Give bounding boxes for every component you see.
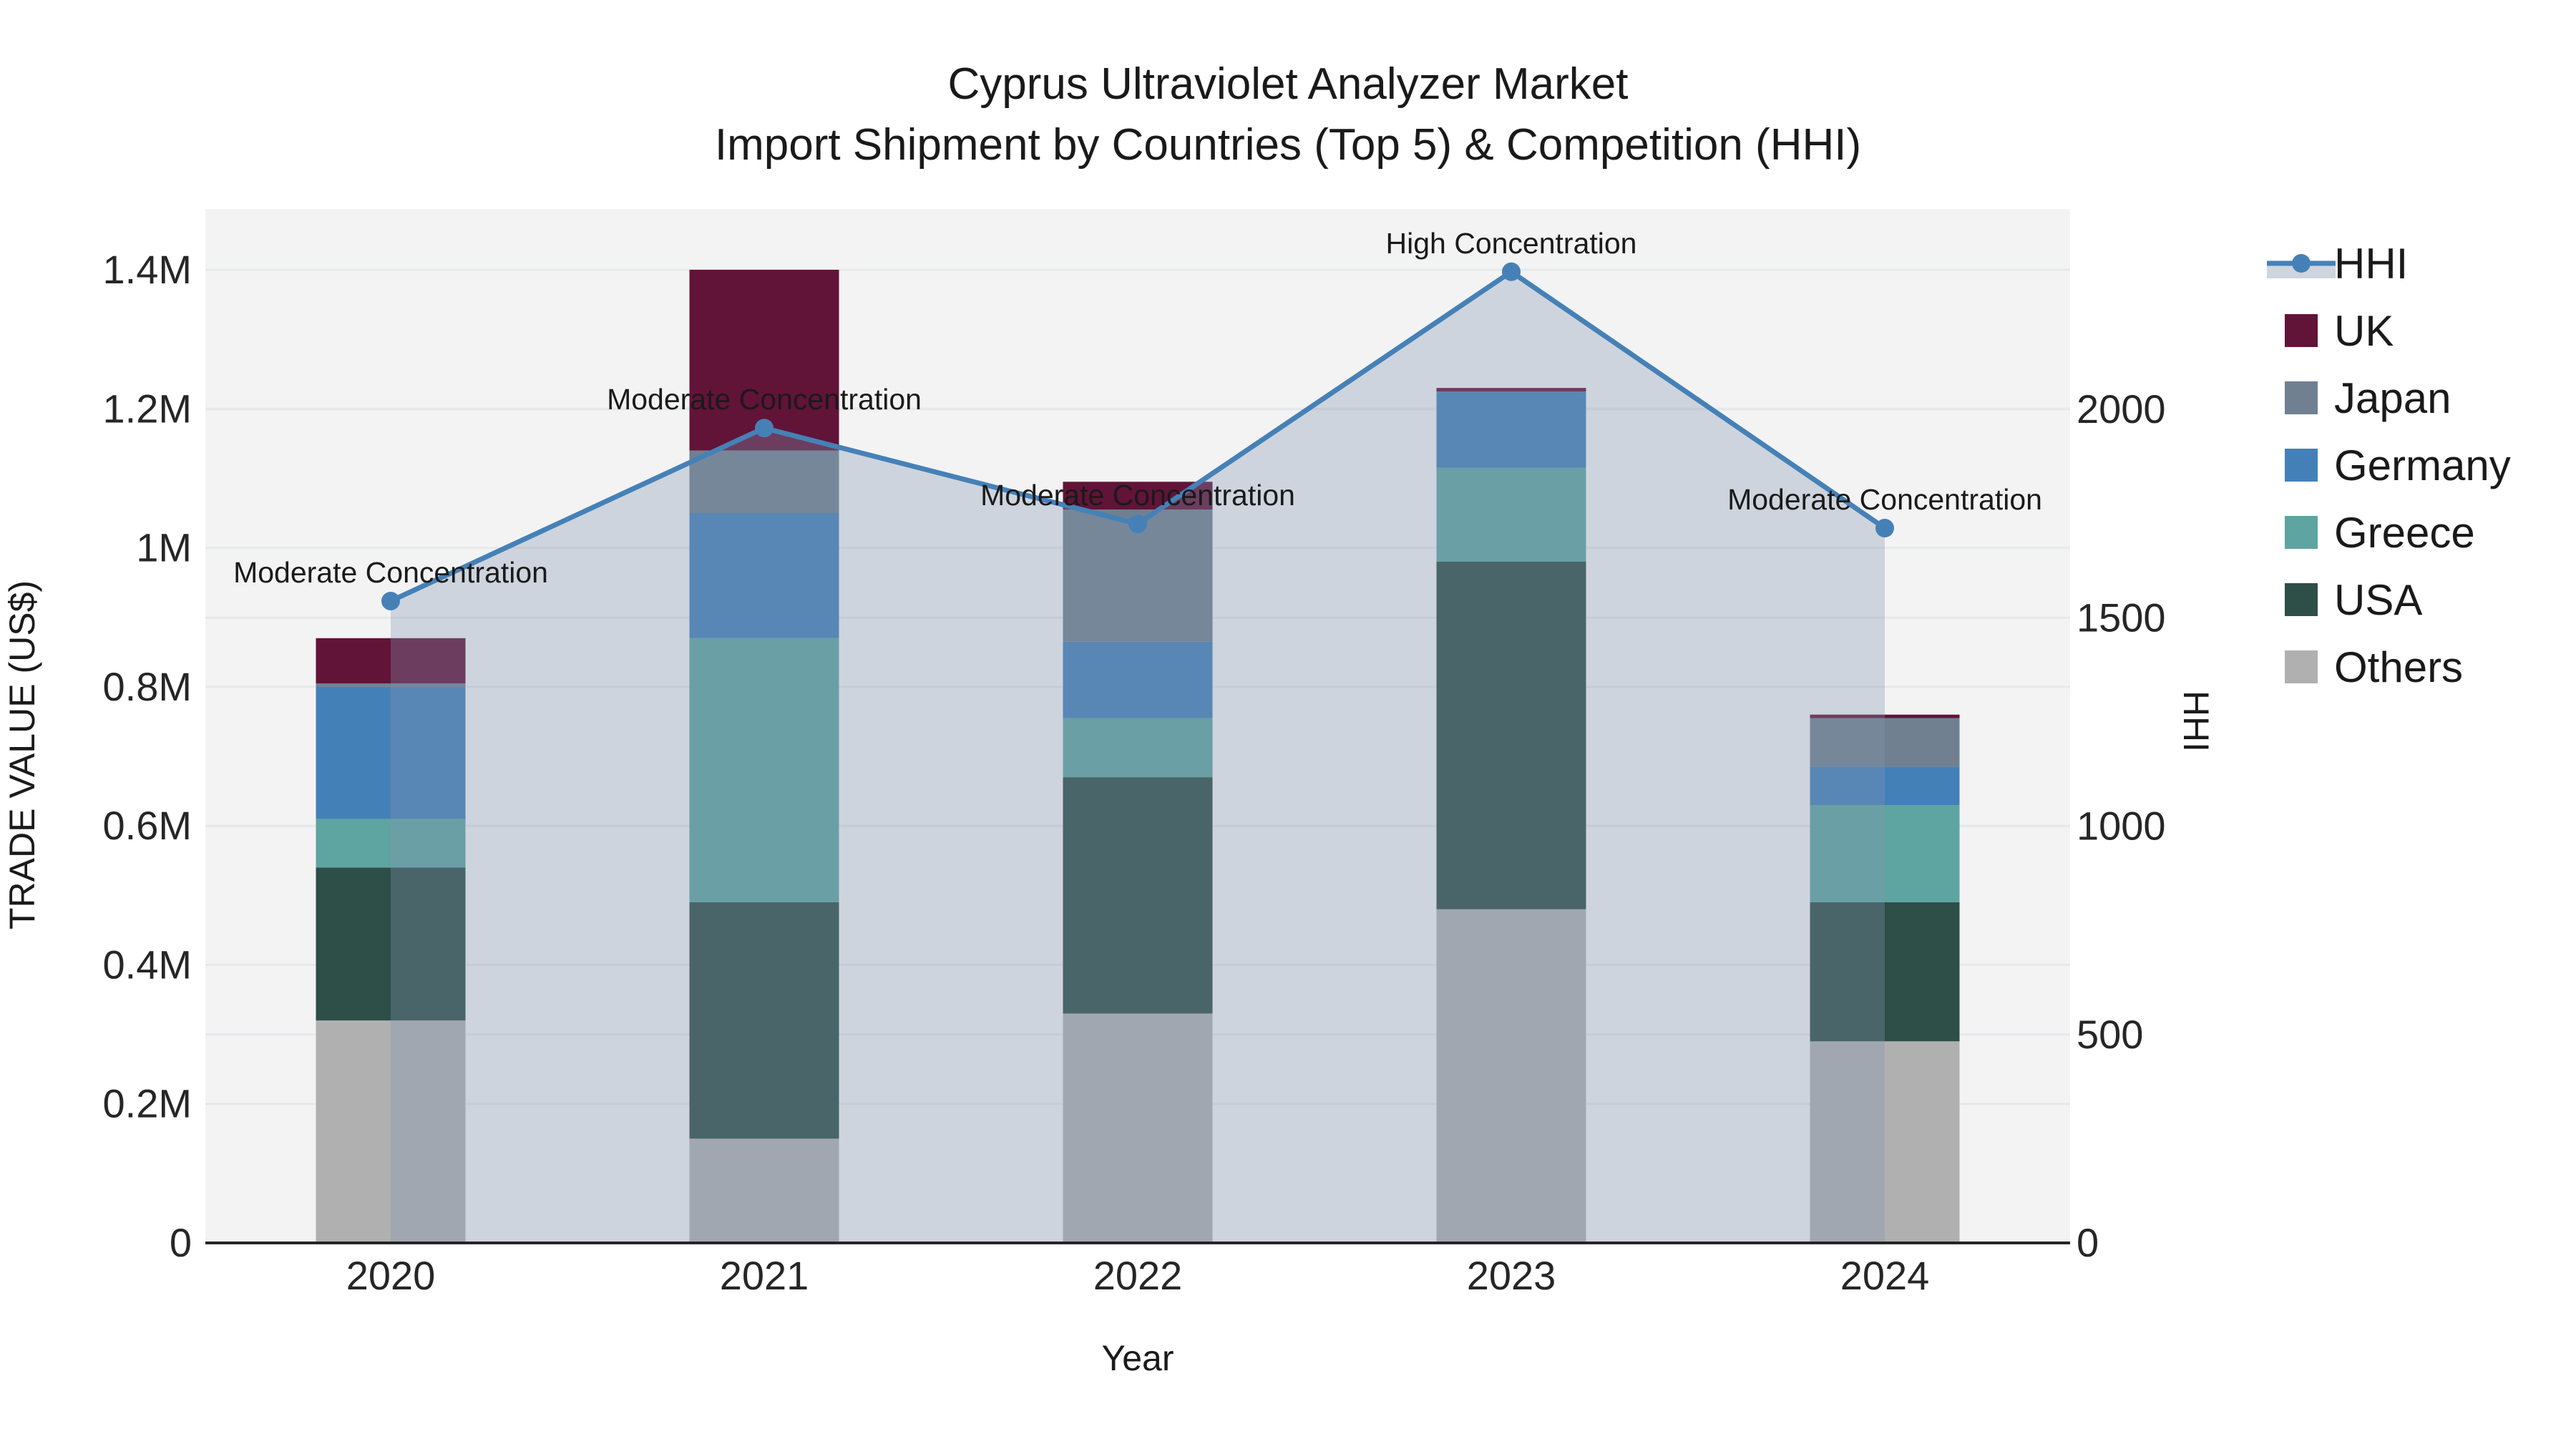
bar-segment-Japan-2020 [316, 683, 466, 687]
bar-segment-Germany-2021 [689, 513, 839, 638]
y-right-tick-1000: 1000 [2077, 804, 2166, 849]
chart-title-line1: Cyprus Ultraviolet Analyzer Market [948, 59, 1629, 109]
y-left-tick-0.2M: 0.2M [103, 1081, 192, 1126]
hhi-marker-2021 [755, 419, 774, 438]
y-left-tick-1.2M: 1.2M [103, 386, 192, 431]
bar-segment-Germany-2024 [1810, 766, 1960, 805]
legend-swatch-Greece [2285, 516, 2318, 549]
bar-segment-Germany-2020 [316, 686, 466, 819]
legend-label-Greece: Greece [2334, 509, 2475, 557]
legend-label-Germany: Germany [2334, 441, 2511, 489]
x-tick-2023: 2023 [1467, 1253, 1556, 1298]
bar-segment-USA-2021 [689, 902, 839, 1139]
hhi-marker-2023 [1502, 262, 1521, 281]
legend-swatch-USA [2285, 583, 2318, 616]
bar-segment-USA-2022 [1063, 777, 1213, 1014]
legend-label-Others: Others [2334, 643, 2463, 691]
legend-label-Japan: Japan [2334, 374, 2451, 422]
legend-layer: HHI UK Japan Germany Greece USA Others [2267, 240, 2511, 691]
y-left-axis-label: TRADE VALUE (US$) [2, 580, 42, 930]
bar-segment-Germany-2022 [1063, 641, 1213, 718]
y-right-tick-500: 500 [2077, 1012, 2143, 1057]
bar-segment-Germany-2023 [1436, 391, 1586, 468]
legend-swatch-Others [2285, 650, 2318, 683]
x-tick-2024: 2024 [1840, 1253, 1930, 1298]
bar-segment-Others-2020 [316, 1020, 466, 1243]
legend-label-UK: UK [2334, 307, 2394, 355]
legend-swatch-Japan [2285, 381, 2318, 414]
y-right-tick-1500: 1500 [2077, 595, 2166, 640]
y-left-tick-0.6M: 0.6M [103, 803, 192, 848]
bar-segment-USA-2023 [1436, 562, 1586, 909]
legend-swatch-Germany [2285, 449, 2318, 482]
x-tick-2022: 2022 [1093, 1253, 1183, 1298]
bar-segment-UK-2022 [1063, 482, 1213, 510]
x-tick-2021: 2021 [720, 1253, 809, 1298]
bar-segment-Greece-2022 [1063, 718, 1213, 778]
bar-segment-Greece-2021 [689, 638, 839, 902]
x-axis-label: Year [1101, 1338, 1174, 1378]
bar-segment-UK-2023 [1436, 388, 1586, 391]
y-left-tick-0.8M: 0.8M [103, 664, 192, 709]
bar-segment-Others-2021 [689, 1138, 839, 1243]
annotation-2021: Moderate Concentration [607, 383, 922, 416]
bar-segment-USA-2020 [316, 867, 466, 1021]
y-right-tick-0: 0 [2077, 1220, 2099, 1265]
annotation-2022: Moderate Concentration [980, 479, 1295, 512]
y-left-tick-1M: 1M [136, 525, 192, 570]
bar-segment-Japan-2024 [1810, 718, 1960, 767]
legend-label-HHI: HHI [2334, 240, 2408, 288]
annotation-2020: Moderate Concentration [233, 556, 548, 589]
chart-title-line2: Import Shipment by Countries (Top 5) & C… [715, 120, 1861, 170]
hhi-marker-2020 [381, 591, 400, 610]
bar-segment-UK-2024 [1810, 714, 1960, 718]
bar-segment-Japan-2021 [689, 450, 839, 513]
y-left-tick-0.4M: 0.4M [103, 942, 192, 987]
legend-swatch-UK [2285, 314, 2318, 347]
y-right-axis-label: HHI [2176, 691, 2216, 752]
y-left-tick-0: 0 [170, 1220, 192, 1265]
bar-segment-Greece-2020 [316, 819, 466, 868]
x-tick-2020: 2020 [346, 1253, 436, 1298]
legend-label-USA: USA [2334, 576, 2422, 624]
legend-hhi-marker-icon [2292, 254, 2311, 273]
bar-segment-Others-2022 [1063, 1013, 1213, 1243]
annotation-2023: High Concentration [1386, 227, 1637, 260]
hhi-area-fill [391, 271, 1885, 1243]
y-left-tick-1.4M: 1.4M [103, 247, 192, 292]
hhi-marker-2024 [1875, 519, 1894, 538]
bar-segment-USA-2024 [1810, 902, 1960, 1042]
hhi-marker-2022 [1128, 514, 1147, 534]
bar-segment-Greece-2023 [1436, 467, 1586, 562]
bar-segment-Others-2024 [1810, 1041, 1960, 1243]
bar-segment-Others-2023 [1436, 909, 1586, 1243]
annotation-layer: Moderate Concentration Moderate Concentra… [233, 227, 2042, 589]
y-right-tick-2000: 2000 [2077, 386, 2166, 431]
axis-layer: 0 0.2M 0.4M 0.6M 0.8M 1M 1.2M 1.4M 0 500 1000 1500 2… [103, 247, 2166, 1298]
bar-segment-Greece-2024 [1810, 805, 1960, 902]
bar-segment-UK-2020 [316, 638, 466, 683]
plot-layer [205, 209, 2070, 1243]
annotation-2024: Moderate Concentration [1727, 483, 2042, 516]
